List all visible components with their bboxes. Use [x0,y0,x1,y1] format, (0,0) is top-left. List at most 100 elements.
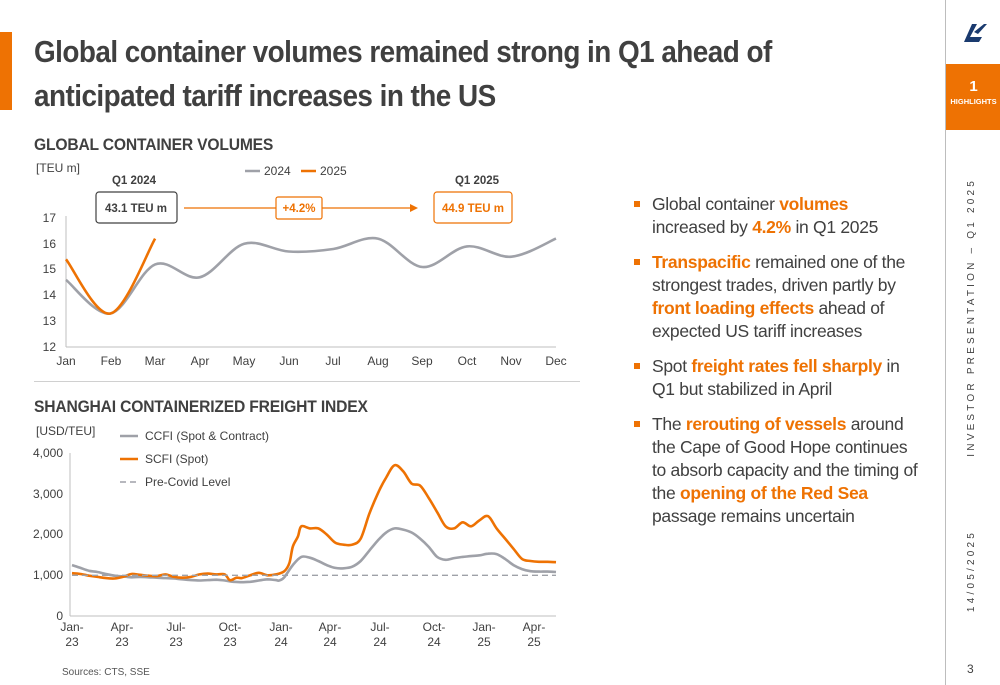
freight-y-tick: 3,000 [33,487,63,501]
volumes-x-tick: Aug [367,354,388,368]
bullet-text: around the Cape of Good Hope continues t… [652,414,918,503]
volumes-x-tick: Jul [325,354,340,368]
sidebar: 1 HIGHLIGHTS INVESTOR PRESENTATION – Q1 … [945,0,1000,685]
freight-x-tick: Oct-24 [423,620,446,649]
freight-y-axis: [USD/TEU] 0 1,000 2,000 3,000 4,000 [33,424,95,623]
bullet-text: Global container [652,194,780,214]
bullet-text: in Q1 but stabilized in April [652,356,900,399]
volumes-chart: [TEU m] 12 13 14 15 16 17 Jan Feb Mar Ap… [36,161,567,368]
presentation-date: 14/05/2025 [966,530,977,613]
volumes-x-axis: Jan Feb Mar Apr May Jun Jul Aug Sep Oct … [56,346,567,368]
series-line-ccfi-spot-contract- [71,526,557,584]
volumes-y-tick: 16 [43,237,57,251]
freight-x-tick: Apr-24 [319,620,342,649]
bullet-square-icon [634,421,640,427]
volumes-chart-title: GLOBAL CONTAINER VOLUMES [34,135,274,154]
bullet-text: ahead of expected US tariff increases [652,298,885,341]
source-note: Sources: CTS, SSE [62,667,150,678]
volumes-y-tick: 14 [43,288,57,302]
freight-x-tick: Jan-23 [60,620,83,649]
bullet-highlight-text: Transpacific [652,252,751,272]
freight-x-tick: Apr-25 [523,620,546,649]
highlights-bullet-list: Global container volumes increased by 4.… [632,193,922,540]
series-line-2025 [64,237,157,315]
volumes-series [64,236,557,315]
freight-x-tick: Jul-23 [166,620,185,649]
volumes-x-tick: Jan [56,354,75,368]
volumes-x-tick: Nov [500,354,521,368]
presentation-label: INVESTOR PRESENTATION – Q1 2025 [966,178,977,457]
highlight-bullet: Global container volumes increased by 4.… [632,193,922,239]
q1-2025-label: Q1 2025 [455,175,500,187]
volumes-x-tick: Dec [545,354,566,368]
freight-series [71,463,557,584]
series-line-scfi-spot- [71,463,557,582]
legend-label-scfi: SCFI (Spot) [145,452,208,466]
freight-legend: CCFI (Spot & Contract) SCFI (Spot) Pre-C… [120,429,269,489]
freight-chart: [USD/TEU] 0 1,000 2,000 3,000 4,000 Jan-… [33,424,557,649]
page-number: 3 [967,662,974,676]
bullet-text: passage remains uncertain [652,506,855,526]
bullet-square-icon [634,363,640,369]
q1-2024-value: 43.1 TEU m [105,203,167,215]
volumes-legend: 2024 2025 [245,164,347,178]
bullet-highlight-text: rerouting of vessels [685,414,847,434]
highlight-bullet: Spot freight rates fell sharply in Q1 bu… [632,355,922,401]
volumes-x-tick: Feb [101,354,122,368]
bullet-text: increased by [652,217,753,237]
highlight-bullet: Transpacific remained one of the stronge… [632,251,922,343]
nav-highlights[interactable]: 1 HIGHLIGHTS [946,64,1000,130]
volumes-x-tick: Apr [191,354,210,368]
volumes-x-tick: Oct [458,354,477,368]
volumes-x-tick: May [233,354,256,368]
legend-label-precovid: Pre-Covid Level [145,475,230,489]
bullet-text: remained one of the strongest trades, dr… [652,252,906,295]
bullet-highlight-text: opening of the Red Sea [680,483,868,503]
q1-2024-label: Q1 2024 [112,175,157,187]
freight-y-unit: [USD/TEU] [36,424,95,438]
series-line-2024 [65,236,557,315]
bullet-text: in Q1 2025 [790,217,879,237]
volumes-x-tick: Mar [145,354,166,368]
title-accent-bar [0,32,12,110]
volumes-y-tick: 17 [43,211,57,225]
freight-x-tick: Jul-24 [370,620,389,649]
freight-y-tick: 2,000 [33,527,63,541]
bullet-square-icon [634,259,640,265]
freight-y-tick: 1,000 [33,568,63,582]
growth-value: +4.2% [283,203,316,215]
freight-x-tick: Jan-24 [269,620,292,649]
freight-x-tick: Jan-25 [472,620,495,649]
volumes-x-tick: Jun [279,354,298,368]
freight-y-tick: 0 [56,609,63,623]
bullet-square-icon [634,201,640,207]
legend-label-2024: 2024 [264,164,291,178]
q1-2025-box [433,191,513,224]
slide-title: Global container volumes remained strong… [34,34,772,113]
chart-divider [34,381,580,382]
bullet-text: Spot [652,356,692,376]
nav-number: 1 [969,78,978,95]
q1-2024-box [95,191,178,224]
legend-label-2025: 2025 [320,164,347,178]
volumes-y-tick: 15 [43,262,57,276]
volumes-y-tick: 12 [43,340,57,354]
bullet-highlight-text: front loading effects [652,298,814,318]
bullet-highlight-text: volumes [779,194,849,214]
volumes-y-tick: 13 [43,314,57,328]
q1-2025-value: 44.9 TEU m [442,203,504,215]
volumes-x-tick: Sep [411,354,433,368]
freight-y-tick: 4,000 [33,446,63,460]
bullet-highlight-text: freight rates fell sharply [691,356,882,376]
volumes-annotations: Q1 2024 43.1 TEU m +4.2% Q1 2025 44.9 TE… [95,175,513,224]
highlight-bullet: The rerouting of vessels around the Cape… [632,413,922,528]
arrow-head-icon [410,204,418,212]
volumes-y-unit: [TEU m] [36,161,80,175]
company-logo-icon [964,24,987,42]
nav-label: HIGHLIGHTS [950,97,997,106]
freight-x-tick: Apr-23 [111,620,134,649]
freight-x-axis: Jan-23 Apr-23 Jul-23 Oct-23 Jan-24 Apr-2… [60,615,556,649]
volumes-y-axis: [TEU m] 12 13 14 15 16 17 [36,161,80,354]
bullet-text: The [652,414,686,434]
freight-x-tick: Oct-23 [219,620,242,649]
